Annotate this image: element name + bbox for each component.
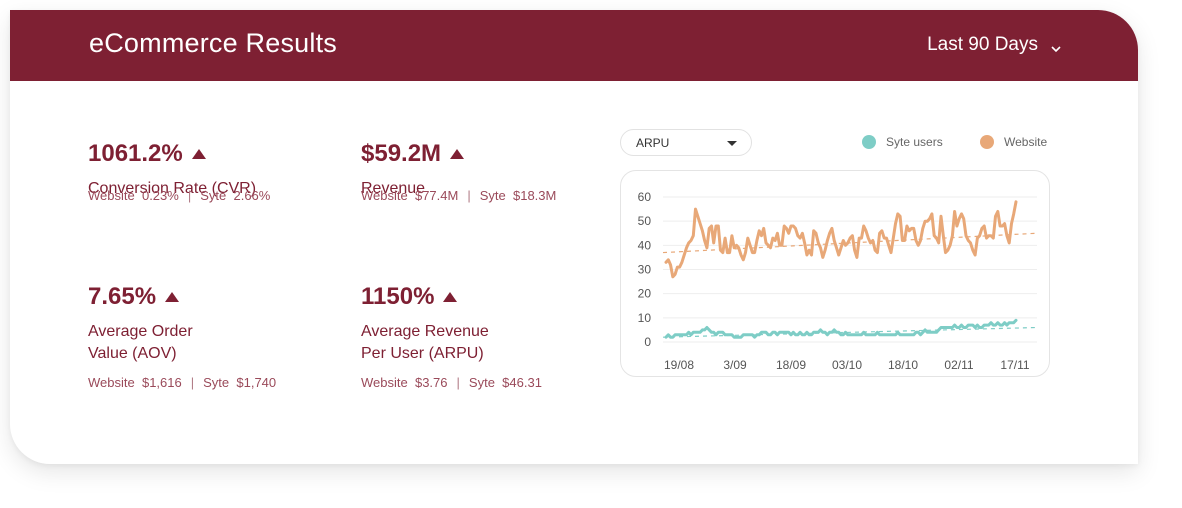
card-header: eCommerce Results Last 90 Days — [10, 10, 1138, 81]
trend-up-icon — [165, 292, 180, 302]
trend-up-icon — [191, 149, 206, 159]
x-tick-label: 18/10 — [888, 358, 918, 372]
date-range-dropdown[interactable]: Last 90 Days — [927, 34, 1062, 56]
legend-item-website: Website — [980, 135, 1047, 149]
y-tick-label: 0 — [644, 335, 651, 349]
legend-item-syte: Syte users — [862, 135, 943, 149]
metric-comparison: Website $1,616 | Syte $1,740 — [88, 375, 277, 390]
x-tick-label: 17/11 — [1000, 358, 1029, 372]
trend-line-website — [662, 232, 1038, 254]
chart-metric-select-value: ARPU — [636, 136, 670, 150]
legend-dot-icon — [980, 135, 994, 149]
x-tick-label: 03/10 — [832, 358, 862, 372]
metric-label: Conversion Rate (CVR) — [88, 180, 257, 197]
metric-comparison: Website $77.4M | Syte $18.3M — [361, 188, 557, 203]
metric-label: Average Revenue Per User (ARPU) — [361, 323, 489, 362]
y-tick-label: 20 — [638, 287, 652, 301]
metric-value: 1061.2% — [88, 140, 183, 167]
y-tick-label: 30 — [638, 263, 652, 277]
metric-aov: 7.65% Average Order Value (AOV) Website $… — [88, 283, 276, 390]
chart-canvas: 0 10 20 30 40 50 60 19/08 3/09 18/09 03/10 18/10 02/… — [638, 190, 1038, 372]
page-title: eCommerce Results — [89, 28, 337, 58]
metric-value: 1150% — [361, 283, 435, 310]
y-tick-label: 10 — [638, 311, 652, 325]
arpu-chart: 0 10 20 30 40 50 60 19/08 3/09 18/09 03/10 18/10 02/… — [620, 170, 1050, 377]
metric-cvr: 1061.2% Conversion Rate (CVR) Website 0.… — [88, 140, 270, 203]
x-tick-label: 02/11 — [944, 358, 973, 372]
trend-line-syte-users — [662, 326, 1038, 338]
series-line-syte-users — [664, 318, 1018, 339]
metric-arpu: 1150% Average Revenue Per User (ARPU) Web… — [361, 283, 542, 390]
y-tick-label: 40 — [638, 238, 652, 252]
y-tick-label: 50 — [638, 214, 652, 228]
trend-up-icon — [450, 149, 465, 159]
x-tick-label: 18/09 — [776, 358, 806, 372]
y-tick-label: 60 — [638, 190, 652, 204]
legend-label: Website — [1004, 135, 1048, 149]
x-tick-label: 3/09 — [723, 358, 747, 372]
metric-value: 7.65% — [88, 283, 157, 310]
legend-label: Syte users — [886, 135, 943, 149]
caret-down-icon — [727, 141, 737, 146]
metric-comparison: Website $3.76 | Syte $46.31 — [361, 375, 542, 390]
x-tick-label: 19/08 — [664, 358, 694, 372]
metric-label: Average Order Value (AOV) — [88, 323, 193, 362]
metric-label: Revenue — [361, 180, 426, 197]
chevron-down-icon — [1050, 39, 1062, 53]
series-line-website — [664, 200, 1018, 279]
trend-up-icon — [443, 292, 458, 302]
chart-metric-select[interactable]: ARPU — [620, 129, 752, 156]
metric-value: $59.2M — [361, 140, 442, 167]
metric-comparison: Website 0.23% | Syte 2.66% — [88, 188, 271, 203]
legend-dot-icon — [862, 135, 876, 149]
metric-revenue: $59.2M Revenue Website $77.4M | Syte $18.3… — [361, 140, 556, 203]
date-range-label: Last 90 Days — [927, 34, 1038, 55]
